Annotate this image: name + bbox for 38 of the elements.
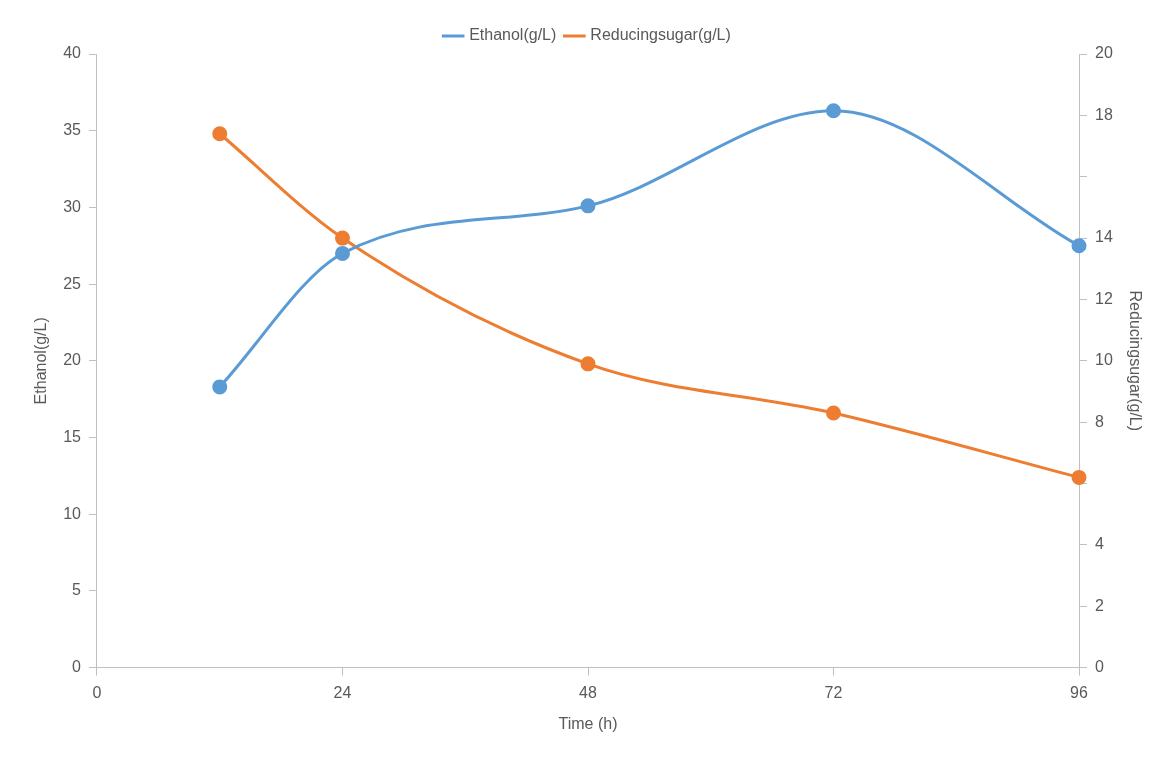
- point: [212, 379, 228, 395]
- point: [1071, 238, 1087, 254]
- legend-label: Reducingsugar(g/L): [590, 26, 731, 44]
- y2-tick-label: 10: [1095, 351, 1113, 369]
- y-tick-label: 25: [63, 274, 82, 292]
- y2-tick-label: 12: [1095, 289, 1113, 307]
- y2-tick-label: 4: [1095, 535, 1104, 553]
- x-tick-label: 96: [1070, 683, 1088, 701]
- point: [1071, 469, 1087, 485]
- point: [335, 230, 350, 246]
- legend-label: Ethanol(g/L): [469, 26, 557, 44]
- y-tick-label: 5: [72, 581, 82, 599]
- y-tick-label: 30: [63, 197, 82, 215]
- x-tick-label: 24: [333, 683, 352, 701]
- y-tick-label: 35: [63, 121, 82, 139]
- x-axis-title: Time (h): [558, 714, 618, 732]
- y2-tick-label: 8: [1095, 412, 1104, 430]
- y-tick-label: 10: [63, 504, 82, 522]
- y-tick-label: 0: [72, 658, 82, 676]
- point: [826, 405, 841, 421]
- y-tick-label: 15: [63, 427, 82, 445]
- x-tick-label: 72: [824, 683, 843, 701]
- y2-tick-label: 20: [1095, 44, 1113, 62]
- point: [826, 103, 841, 119]
- y-tick-label: 40: [63, 44, 82, 62]
- point: [335, 245, 350, 261]
- y2-tick-label: 14: [1095, 228, 1113, 246]
- x-tick-label: 0: [92, 683, 102, 701]
- point: [580, 198, 596, 214]
- point: [212, 126, 228, 142]
- point: [580, 356, 596, 372]
- x-tick-label: 48: [579, 683, 597, 701]
- y-axis-title: Ethanol(g/L): [32, 317, 50, 405]
- y-tick-label: 20: [63, 351, 82, 369]
- y2-axis-title: Reducingsugar(g/L): [1126, 290, 1144, 432]
- y2-tick-label: 2: [1095, 596, 1104, 614]
- y2-tick-label: 0: [1095, 658, 1104, 676]
- y2-tick-label: 18: [1095, 105, 1113, 123]
